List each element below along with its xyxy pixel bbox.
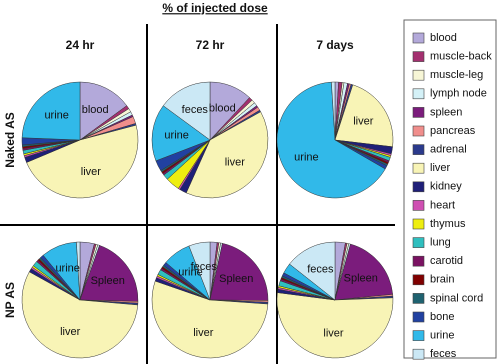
- legend-swatch: [412, 181, 425, 193]
- legend-label: thymus: [430, 218, 466, 230]
- legend-label: adrenal: [430, 144, 467, 156]
- legend-swatch: [412, 125, 425, 137]
- legend-swatch: [412, 330, 425, 341]
- slice-label: liver: [323, 328, 344, 340]
- legend-label: urine: [430, 330, 454, 342]
- column-label: 72 hr: [196, 38, 225, 52]
- pie-slice: [334, 84, 394, 148]
- slice-label: urine: [178, 267, 202, 279]
- slice-label: liver: [81, 166, 102, 178]
- pie-slice: [76, 241, 81, 301]
- legend-label: kidney: [430, 181, 462, 193]
- pie-slice: [331, 81, 336, 141]
- legend-label: muscle-back: [430, 51, 492, 63]
- slice-label: urine: [44, 110, 68, 122]
- legend-swatch: [412, 69, 425, 81]
- slice-label: Spleen: [219, 273, 253, 285]
- pie-slice: [21, 81, 81, 141]
- legend-label: bone: [430, 311, 454, 323]
- legend-swatch: [412, 255, 425, 267]
- legend-label: spinal cord: [430, 292, 483, 304]
- slice-label: liver: [193, 327, 214, 339]
- slice-label: feces: [182, 104, 209, 116]
- slice-label: feces: [191, 261, 218, 273]
- legend-label: blood: [430, 32, 457, 44]
- column-label: 24 hr: [66, 38, 95, 52]
- slice-label: urine: [55, 263, 79, 275]
- pie-slice: [26, 124, 139, 199]
- legend-label: heart: [430, 199, 455, 211]
- legend-swatch: [412, 218, 425, 230]
- legend-swatch: [412, 237, 425, 248]
- figure-title: % of injected dose: [162, 1, 268, 15]
- legend-label: brain: [430, 274, 454, 286]
- legend-swatch: [412, 293, 425, 304]
- pie-slice: [334, 243, 393, 301]
- pie-slice: [276, 292, 394, 359]
- pie-slice: [276, 81, 386, 199]
- pie-slice: [188, 241, 211, 301]
- slice-label: feces: [307, 264, 334, 276]
- row-label: Naked AS: [3, 112, 17, 168]
- pie-slice: [289, 241, 336, 301]
- legend-label: liver: [430, 162, 451, 174]
- slice-label: Spleen: [91, 275, 125, 287]
- legend-label: spleen: [430, 106, 462, 118]
- legend-label: pancreas: [430, 125, 476, 137]
- legend-swatch: [412, 162, 425, 174]
- column-label: 7 days: [316, 38, 354, 52]
- slice-label: liver: [60, 326, 81, 338]
- legend-swatch: [412, 274, 425, 286]
- pie-slice: [79, 81, 128, 141]
- pie-slice: [151, 105, 211, 162]
- legend-swatch: [412, 51, 425, 62]
- legend-swatch: [412, 107, 425, 118]
- slice-label: blood: [82, 104, 109, 116]
- legend-swatch: [412, 144, 425, 155]
- pie-slice: [79, 245, 139, 302]
- legend-label: lymph node: [430, 88, 487, 100]
- pie-slice: [209, 243, 269, 301]
- slice-label: Spleen: [344, 272, 378, 284]
- slice-label: liver: [353, 116, 374, 128]
- pie-slice: [21, 271, 139, 359]
- slice-label: liver: [225, 157, 246, 169]
- slice-label: urine: [164, 129, 188, 141]
- legend-label: muscle-leg: [430, 69, 483, 81]
- slice-label: blood: [209, 103, 236, 115]
- row-label: NP AS: [3, 282, 17, 318]
- slice-label: urine: [294, 152, 318, 164]
- pie-slice: [185, 111, 269, 199]
- pie-slice: [151, 280, 269, 359]
- pie-slice: [162, 81, 211, 141]
- legend-label: lung: [430, 237, 451, 249]
- legend-swatch: [412, 32, 425, 44]
- legend-swatch: [412, 200, 425, 211]
- legend-label: carotid: [430, 255, 463, 267]
- legend-swatch: [412, 311, 425, 323]
- legend-label: feces: [430, 348, 457, 360]
- legend-swatch: [412, 88, 425, 100]
- legend-swatch: [412, 348, 425, 360]
